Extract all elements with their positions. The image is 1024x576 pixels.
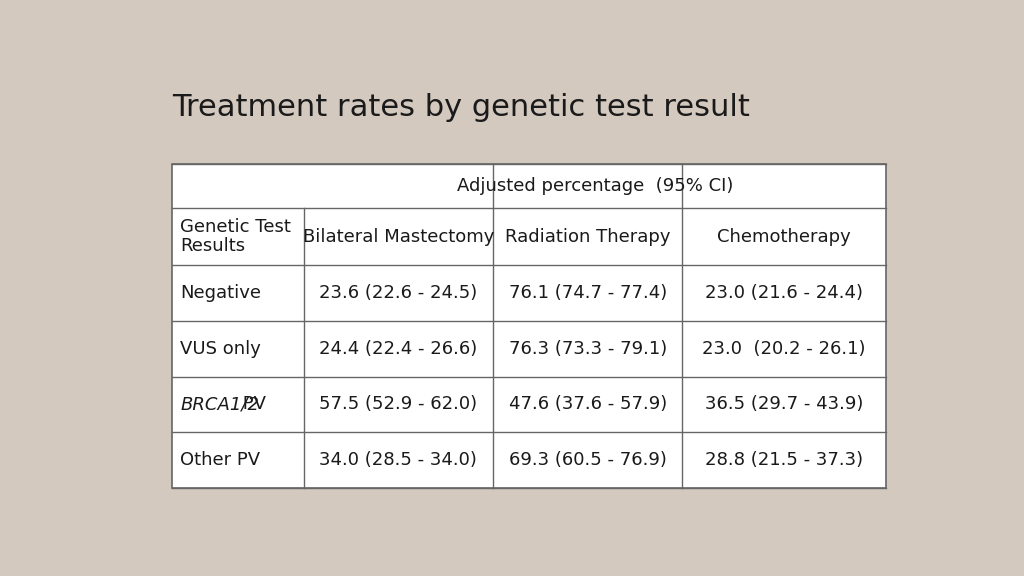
- Text: Negative: Negative: [180, 284, 261, 302]
- Text: Treatment rates by genetic test result: Treatment rates by genetic test result: [172, 93, 750, 122]
- Text: Other PV: Other PV: [180, 452, 260, 469]
- Text: Genetic Test: Genetic Test: [180, 218, 291, 236]
- Text: 23.6 (22.6 - 24.5): 23.6 (22.6 - 24.5): [319, 284, 477, 302]
- Text: 23.0 (21.6 - 24.4): 23.0 (21.6 - 24.4): [706, 284, 863, 302]
- Text: Results: Results: [180, 237, 246, 255]
- Text: 28.8 (21.5 - 37.3): 28.8 (21.5 - 37.3): [706, 452, 863, 469]
- Text: PV: PV: [238, 396, 266, 414]
- Bar: [172, 165, 886, 488]
- Text: VUS only: VUS only: [180, 340, 261, 358]
- Text: 34.0 (28.5 - 34.0): 34.0 (28.5 - 34.0): [319, 452, 477, 469]
- Text: 76.1 (74.7 - 77.4): 76.1 (74.7 - 77.4): [509, 284, 667, 302]
- Text: Adjusted percentage  (95% CI): Adjusted percentage (95% CI): [457, 177, 733, 195]
- Text: 47.6 (37.6 - 57.9): 47.6 (37.6 - 57.9): [509, 396, 667, 414]
- Text: 23.0  (20.2 - 26.1): 23.0 (20.2 - 26.1): [702, 340, 866, 358]
- Text: 36.5 (29.7 - 43.9): 36.5 (29.7 - 43.9): [705, 396, 863, 414]
- Text: 57.5 (52.9 - 62.0): 57.5 (52.9 - 62.0): [319, 396, 477, 414]
- Text: Radiation Therapy: Radiation Therapy: [505, 228, 671, 245]
- Text: 24.4 (22.4 - 26.6): 24.4 (22.4 - 26.6): [319, 340, 477, 358]
- Text: Bilateral Mastectomy: Bilateral Mastectomy: [303, 228, 495, 245]
- Text: Chemotherapy: Chemotherapy: [717, 228, 851, 245]
- Text: 69.3 (60.5 - 76.9): 69.3 (60.5 - 76.9): [509, 452, 667, 469]
- Text: 76.3 (73.3 - 79.1): 76.3 (73.3 - 79.1): [509, 340, 667, 358]
- Text: BRCA1/2: BRCA1/2: [180, 396, 259, 414]
